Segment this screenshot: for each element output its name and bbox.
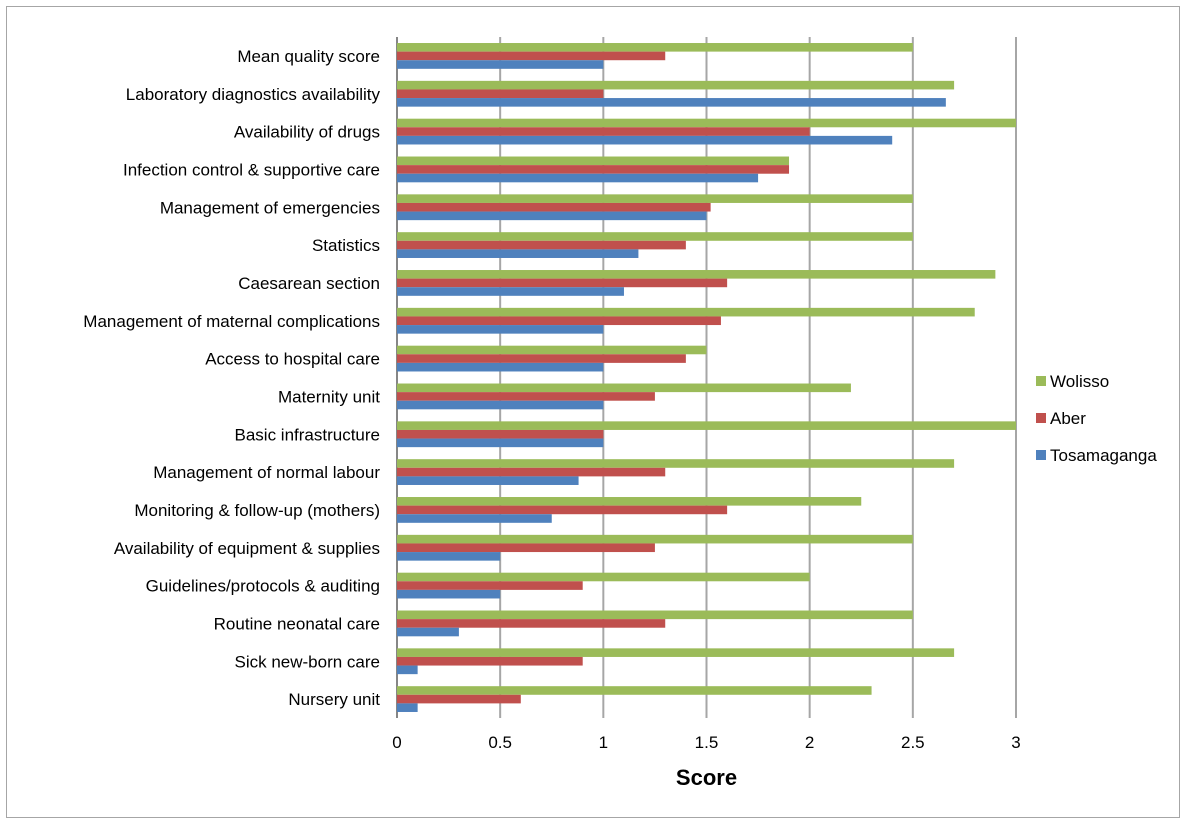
- bar-tosamaganga: [397, 627, 459, 637]
- category-label: Laboratory diagnostics availability: [126, 85, 381, 104]
- category-label: Statistics: [312, 236, 380, 255]
- category-label: Routine neonatal care: [214, 614, 380, 633]
- category-label: Guidelines/protocols & auditing: [146, 577, 380, 596]
- category-label: Access to hospital care: [205, 350, 380, 369]
- bar-wolisso: [397, 118, 1016, 128]
- bar-wolisso: [397, 156, 790, 166]
- x-tick-label: 3: [1011, 733, 1020, 752]
- bar-tosamaganga: [397, 325, 604, 334]
- legend-label-wolisso: Wolisso: [1050, 372, 1109, 391]
- bar-tosamaganga: [397, 362, 604, 372]
- bar-aber: [397, 467, 666, 477]
- bar-wolisso: [397, 572, 810, 582]
- bar-aber: [397, 127, 810, 136]
- bar-tosamaganga: [397, 476, 579, 485]
- bar-wolisso: [397, 610, 913, 620]
- category-label: Availability of equipment & supplies: [114, 539, 380, 558]
- bar-tosamaganga: [397, 249, 639, 258]
- category-label: Mean quality score: [237, 47, 380, 66]
- category-label: Caesarean section: [238, 274, 380, 293]
- bar-tosamaganga: [397, 135, 893, 145]
- bar-aber: [397, 392, 655, 401]
- bar-aber: [397, 240, 686, 250]
- bar-wolisso: [397, 232, 913, 241]
- bar-aber: [397, 581, 583, 590]
- bar-aber: [397, 278, 728, 288]
- bar-wolisso: [397, 270, 996, 279]
- bar-aber: [397, 202, 711, 212]
- category-label: Management of emergencies: [160, 198, 380, 217]
- bar-wolisso: [397, 686, 872, 695]
- category-labels: Mean quality score Laboratory diagnostics…: [83, 47, 380, 709]
- bar-tosamaganga: [397, 211, 707, 221]
- category-label: Maternity unit: [278, 387, 380, 406]
- legend-label-tosamaganga: Tosamaganga: [1050, 446, 1157, 465]
- category-label: Infection control & supportive care: [123, 160, 380, 179]
- bar-tosamaganga: [397, 438, 604, 448]
- x-tick-label: 2.5: [901, 733, 925, 752]
- bar-wolisso: [397, 383, 851, 393]
- bar-aber: [397, 694, 521, 704]
- bar-aber: [397, 316, 721, 326]
- bar-wolisso: [397, 534, 913, 544]
- bar-aber: [397, 543, 655, 553]
- bar-tosamaganga: [397, 287, 624, 296]
- bar-aber: [397, 89, 604, 99]
- bar-aber: [397, 656, 583, 666]
- legend-swatch-wolisso: [1036, 376, 1046, 386]
- bar-wolisso: [397, 345, 707, 355]
- category-label: Monitoring & follow-up (mothers): [134, 501, 380, 520]
- legend-swatch-tosamaganga: [1036, 450, 1046, 460]
- category-label: Management of normal labour: [153, 463, 380, 482]
- bar-tosamaganga: [397, 514, 552, 523]
- x-tick-label: 1.5: [695, 733, 719, 752]
- bar-tosamaganga: [397, 703, 418, 712]
- bar-tosamaganga: [397, 552, 501, 561]
- bar-aber: [397, 429, 604, 439]
- category-label: Management of maternal complications: [83, 312, 380, 331]
- bars: [397, 43, 1016, 712]
- category-label: Basic infrastructure: [235, 425, 381, 444]
- bar-wolisso: [397, 497, 862, 506]
- x-tick-label: 1: [599, 733, 608, 752]
- bar-aber: [397, 354, 686, 363]
- category-label: Availability of drugs: [234, 123, 380, 142]
- bar-aber: [397, 619, 666, 628]
- bar-tosamaganga: [397, 400, 604, 410]
- bar-wolisso: [397, 43, 913, 52]
- bar-tosamaganga: [397, 60, 604, 69]
- x-tick-label: 2: [805, 733, 814, 752]
- gridlines: [396, 37, 1017, 718]
- bar-tosamaganga: [397, 589, 501, 599]
- bar-wolisso: [397, 459, 955, 468]
- legend-swatch-aber: [1036, 413, 1046, 423]
- legend: Wolisso Aber Tosamaganga: [1036, 372, 1157, 465]
- bar-aber: [397, 51, 666, 61]
- x-tick-labels: 0 0.5 1 1.5 2 2.5 3: [392, 733, 1020, 752]
- x-axis-title: Score: [676, 765, 737, 790]
- category-label: Nursery unit: [288, 690, 380, 709]
- legend-label-aber: Aber: [1050, 409, 1086, 428]
- bar-tosamaganga: [397, 98, 946, 107]
- bar-aber: [397, 165, 790, 174]
- category-label: Sick new-born care: [234, 652, 380, 671]
- x-tick-label: 0: [392, 733, 401, 752]
- x-tick-label: 0.5: [488, 733, 512, 752]
- bar-tosamaganga: [397, 665, 418, 675]
- bar-aber: [397, 505, 728, 515]
- bar-wolisso: [397, 80, 955, 90]
- bar-wolisso: [397, 421, 1016, 430]
- bar-tosamaganga: [397, 173, 759, 183]
- bar-wolisso: [397, 307, 975, 317]
- bar-wolisso: [397, 648, 955, 657]
- bar-wolisso: [397, 194, 913, 203]
